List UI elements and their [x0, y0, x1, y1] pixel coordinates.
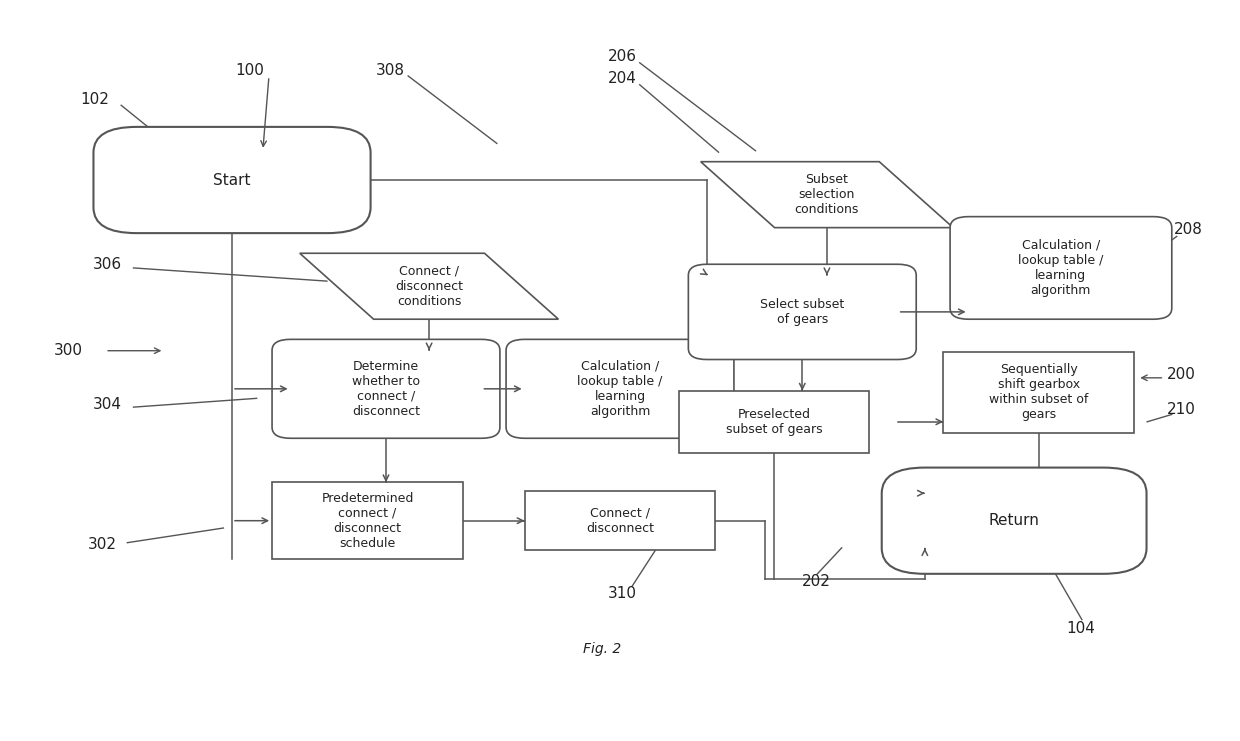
Text: 306: 306: [93, 257, 122, 272]
Text: 208: 208: [1174, 222, 1203, 237]
FancyBboxPatch shape: [688, 265, 916, 359]
Text: Calculation /
lookup table /
learning
algorithm: Calculation / lookup table / learning al…: [578, 360, 662, 418]
FancyBboxPatch shape: [882, 468, 1147, 574]
Text: 210: 210: [1167, 402, 1195, 417]
Polygon shape: [300, 253, 558, 319]
Text: 200: 200: [1167, 367, 1195, 382]
FancyBboxPatch shape: [506, 339, 734, 438]
Text: 308: 308: [376, 62, 405, 78]
Text: Start: Start: [213, 173, 250, 187]
Text: 202: 202: [802, 574, 831, 589]
Text: 102: 102: [81, 92, 109, 107]
Text: 302: 302: [88, 537, 117, 552]
Text: Determine
whether to
connect /
disconnect: Determine whether to connect / disconnec…: [352, 360, 420, 418]
Text: Subset
selection
conditions: Subset selection conditions: [795, 173, 859, 216]
Text: Connect /
disconnect
conditions: Connect / disconnect conditions: [396, 265, 463, 308]
Text: Select subset
of gears: Select subset of gears: [760, 298, 844, 326]
Text: 310: 310: [608, 585, 636, 601]
Text: Return: Return: [988, 514, 1039, 528]
FancyBboxPatch shape: [272, 339, 500, 438]
Text: Fig. 2: Fig. 2: [583, 642, 621, 656]
Text: Preselected
subset of gears: Preselected subset of gears: [725, 408, 822, 436]
Text: Calculation /
lookup table /
learning
algorithm: Calculation / lookup table / learning al…: [1018, 239, 1104, 297]
Text: 204: 204: [608, 71, 636, 87]
Text: Predetermined
connect /
disconnect
schedule: Predetermined connect / disconnect sched…: [321, 492, 414, 550]
Text: 300: 300: [53, 343, 82, 358]
Text: 104: 104: [1066, 621, 1095, 636]
Text: Connect /
disconnect: Connect / disconnect: [587, 507, 653, 535]
Bar: [525, 491, 715, 550]
Text: Sequentially
shift gearbox
within subset of
gears: Sequentially shift gearbox within subset…: [990, 364, 1089, 422]
Text: 304: 304: [93, 397, 122, 413]
Text: 206: 206: [608, 50, 636, 64]
Text: 100: 100: [236, 62, 264, 78]
Bar: [678, 391, 869, 453]
Bar: [272, 482, 463, 559]
Polygon shape: [701, 162, 954, 227]
FancyBboxPatch shape: [950, 216, 1172, 319]
FancyBboxPatch shape: [93, 127, 371, 233]
Bar: [944, 352, 1135, 433]
